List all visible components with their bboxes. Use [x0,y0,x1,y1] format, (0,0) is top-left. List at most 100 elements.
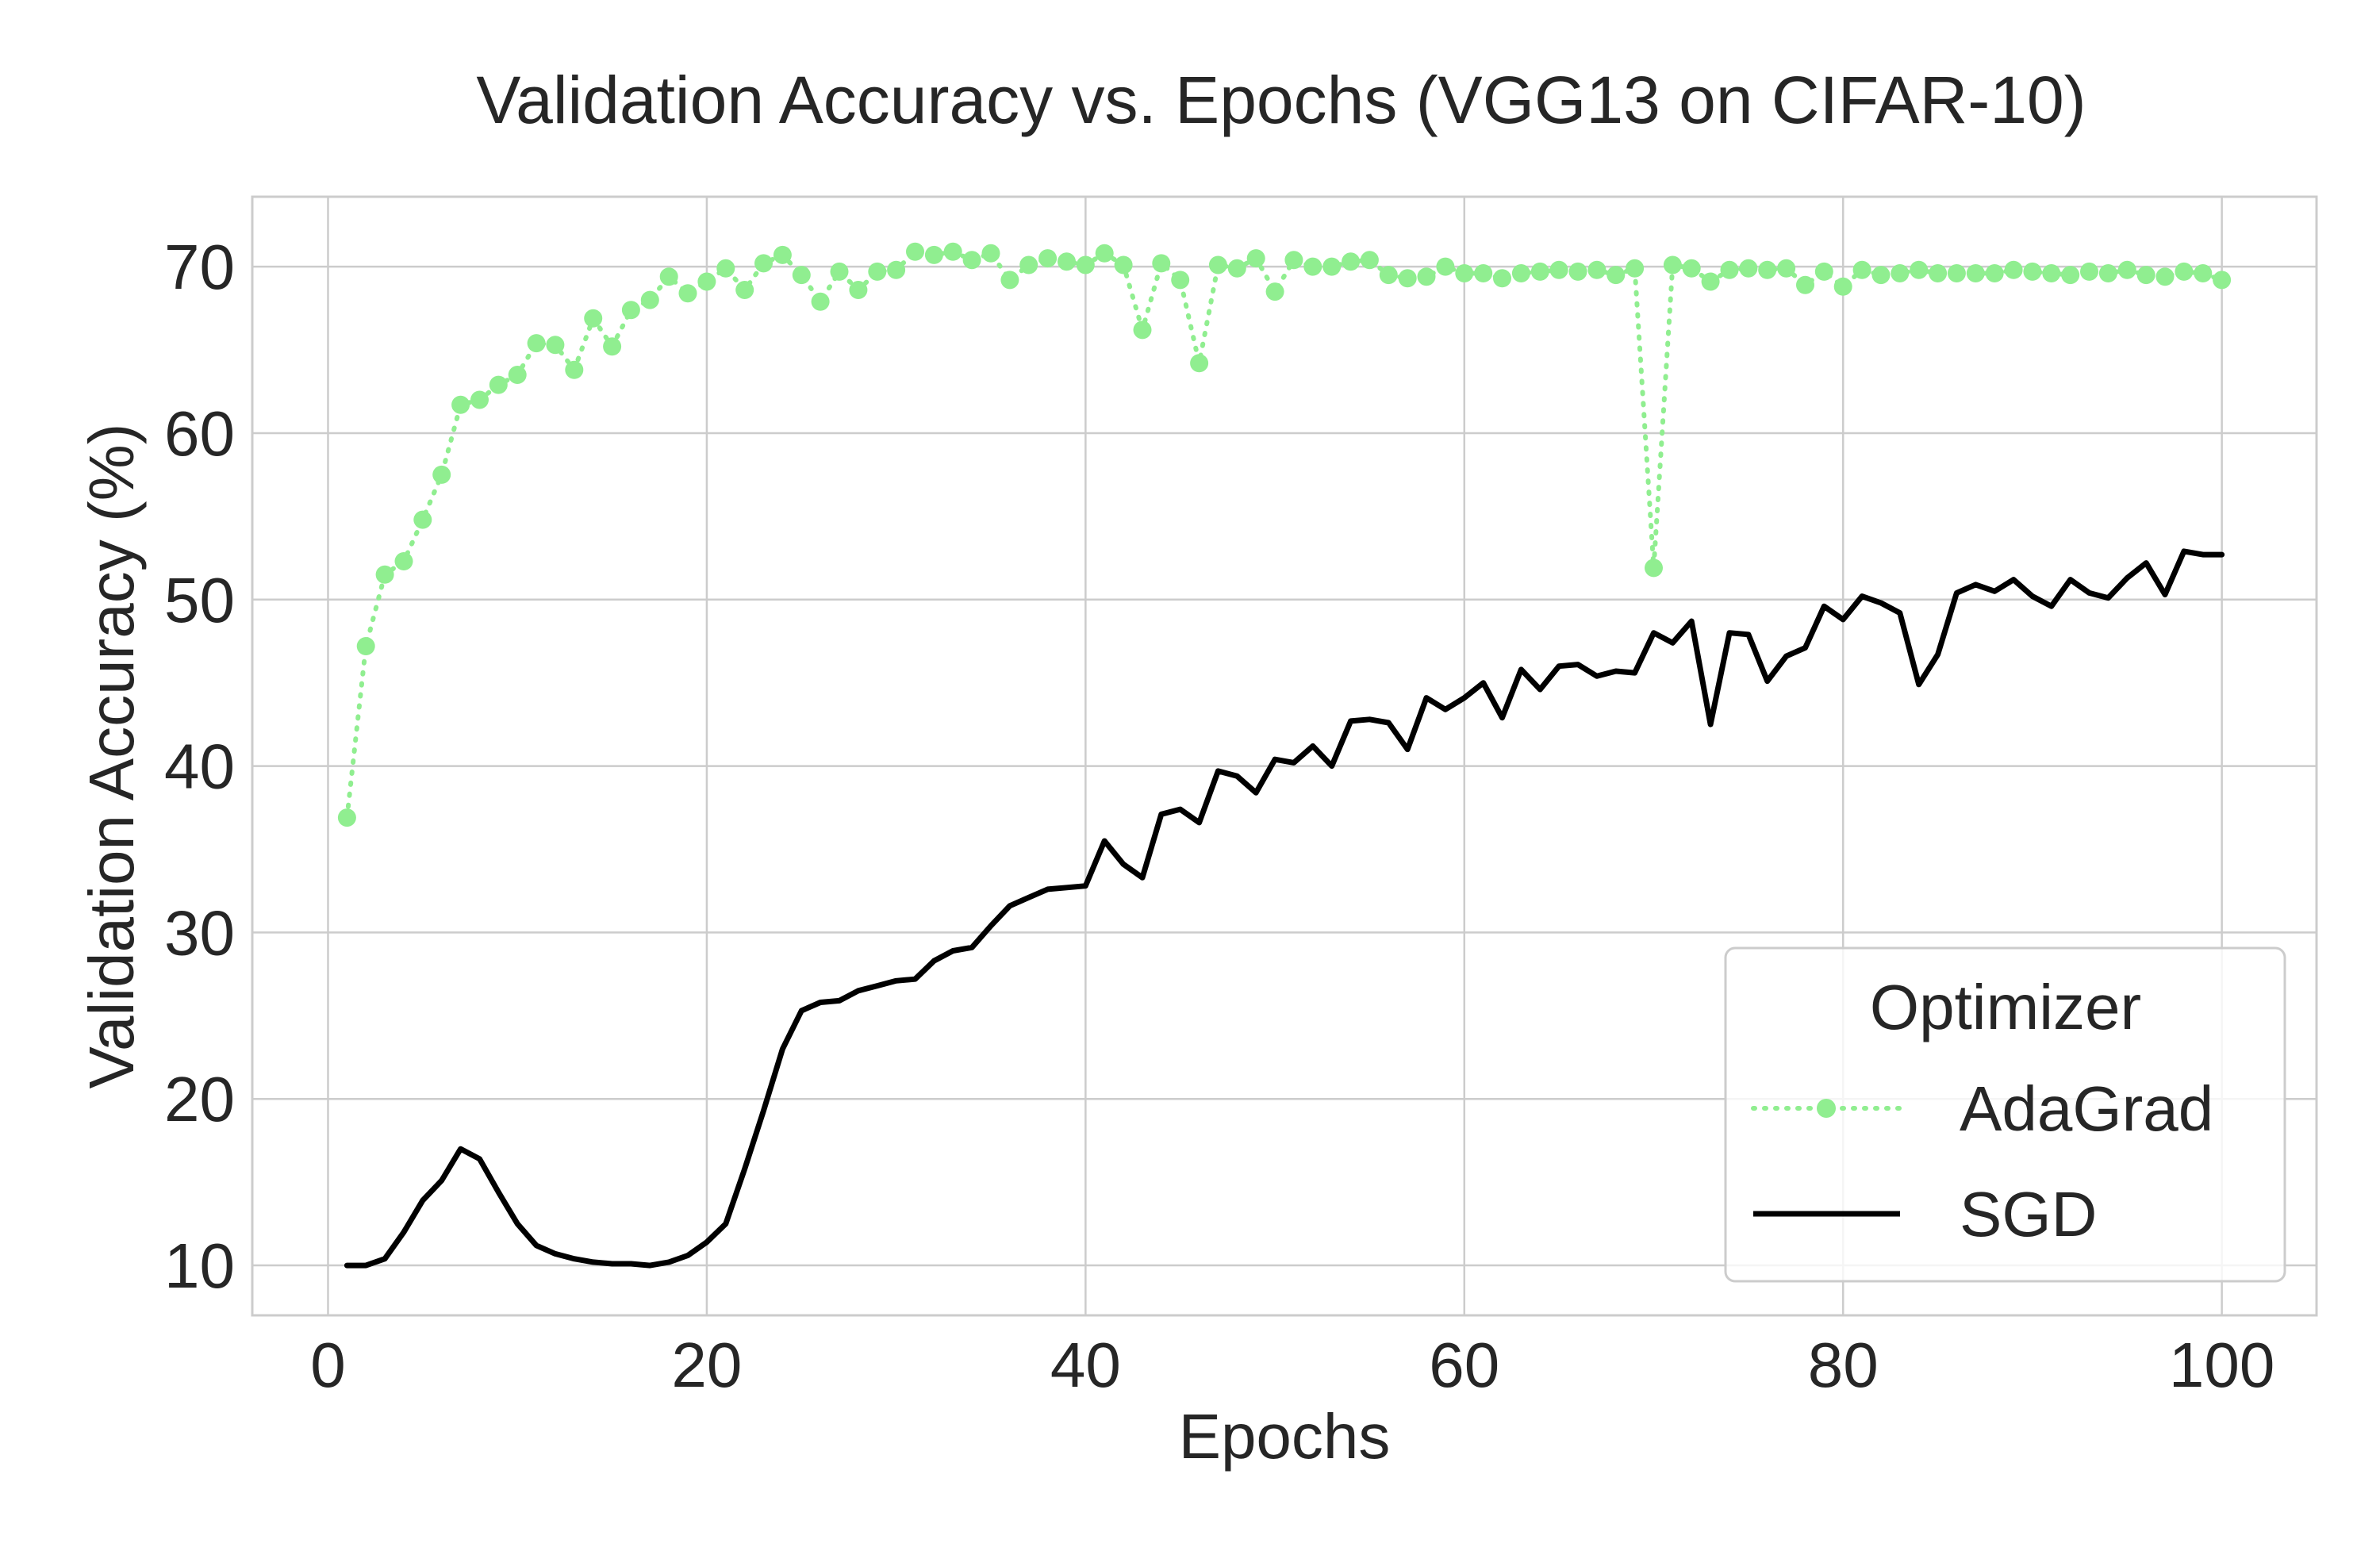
y-tick-label: 10 [164,1230,235,1301]
x-tick-label: 80 [1808,1330,1879,1400]
data-point-adagrad [981,244,1000,263]
data-point-adagrad [2213,271,2232,290]
data-point-adagrad [2155,267,2175,286]
data-point-adagrad [1208,255,1227,274]
tick-labels: 0 20 40 60 80 100 10 20 30 40 50 60 70 [164,232,2274,1400]
data-point-adagrad [527,334,546,353]
data-point-adagrad [1663,255,1682,274]
y-axis-label: Validation Accuracy (%) [76,424,147,1089]
data-point-adagrad [1549,260,1568,279]
y-tick-label: 20 [164,1064,235,1134]
data-point-adagrad [1701,272,1720,291]
data-point-adagrad [1796,275,1814,294]
data-point-adagrad [1265,282,1284,301]
data-point-adagrad [678,284,697,303]
data-point-adagrad [451,395,470,414]
data-point-adagrad [1133,321,1152,340]
data-point-adagrad [830,262,849,281]
data-point-adagrad [716,259,735,278]
data-point-adagrad [2004,260,2023,279]
data-point-adagrad [1587,260,1606,279]
data-point-adagrad [1322,257,1342,276]
data-point-adagrad [887,260,906,279]
series-line-sgd [344,548,2225,1269]
data-point-adagrad [1474,264,1493,282]
data-point-adagrad [773,245,792,264]
y-tick-label: 30 [164,897,235,968]
y-tick-label: 40 [164,731,235,802]
data-point-adagrad [565,360,584,379]
y-tick-label: 60 [164,398,235,469]
data-point-adagrad [1777,259,1796,278]
data-point-adagrad [1929,264,1948,282]
series-adagrad [337,242,2232,827]
data-point-adagrad [470,390,489,409]
series-sgd [344,548,2225,1269]
data-point-adagrad [1891,264,1910,282]
data-point-adagrad [546,336,565,355]
data-point-adagrad [1493,269,1511,288]
data-point-adagrad [640,290,659,309]
data-point-adagrad [2080,262,2098,281]
data-point-adagrad [584,309,603,328]
data-point-adagrad [943,242,962,261]
series-line-adagrad [344,249,2225,820]
y-tick-label: 50 [164,565,235,635]
data-point-adagrad [1058,252,1076,271]
legend-swatch-adagrad-marker [1817,1099,1836,1118]
data-point-adagrad [621,301,640,320]
data-point-adagrad [603,337,622,356]
legend-title: Optimizer [1870,972,2141,1042]
data-point-adagrad [2117,260,2136,279]
data-point-adagrad [1645,559,1663,578]
data-point-adagrad [489,375,508,394]
y-tick-label: 70 [164,232,235,302]
data-point-adagrad [1038,249,1058,268]
data-point-adagrad [1530,262,1549,281]
data-point-adagrad [962,251,981,270]
data-point-adagrad [1000,271,1019,290]
data-point-adagrad [508,366,527,384]
data-point-adagrad [1436,257,1455,276]
data-point-adagrad [849,281,868,299]
data-point-adagrad [2175,262,2194,281]
x-tick-label: 0 [310,1330,346,1400]
data-point-adagrad [1947,264,1966,282]
data-point-adagrad [1833,277,1852,296]
data-point-adagrad [1360,251,1379,270]
data-point-adagrad [1568,262,1587,281]
data-point-adagrad [1303,257,1322,276]
legend: Optimizer AdaGrad SGD [1724,946,2286,1283]
data-point-adagrad [659,267,678,286]
data-point-adagrad [1985,264,2004,282]
data-point-adagrad [1758,260,1777,279]
data-point-adagrad [1511,264,1530,282]
data-point-adagrad [413,510,432,529]
data-point-adagrad [1190,354,1209,373]
chart-title: Validation Accuracy vs. Epochs (VGG13 on… [476,63,2086,137]
legend-box [1724,946,2286,1283]
data-point-adagrad [1606,266,1626,285]
data-point-adagrad [1910,260,1929,279]
legend-label-adagrad: AdaGrad [1960,1073,2213,1144]
data-point-adagrad [2042,264,2061,282]
data-point-adagrad [2061,266,2080,285]
data-point-adagrad [1379,266,1398,285]
data-point-adagrad [1626,259,1645,278]
series-layer [337,242,2232,1269]
data-point-adagrad [1814,262,1833,281]
data-point-adagrad [1966,264,1985,282]
data-point-adagrad [906,242,924,261]
data-point-adagrad [924,245,943,264]
data-point-adagrad [356,637,375,655]
data-point-adagrad [2023,262,2042,281]
data-point-adagrad [2098,264,2117,282]
x-axis-label: Epochs [1179,1401,1391,1472]
x-tick-label: 40 [1050,1330,1121,1400]
data-point-adagrad [735,281,754,299]
data-point-adagrad [697,272,716,291]
data-point-adagrad [2194,264,2213,282]
